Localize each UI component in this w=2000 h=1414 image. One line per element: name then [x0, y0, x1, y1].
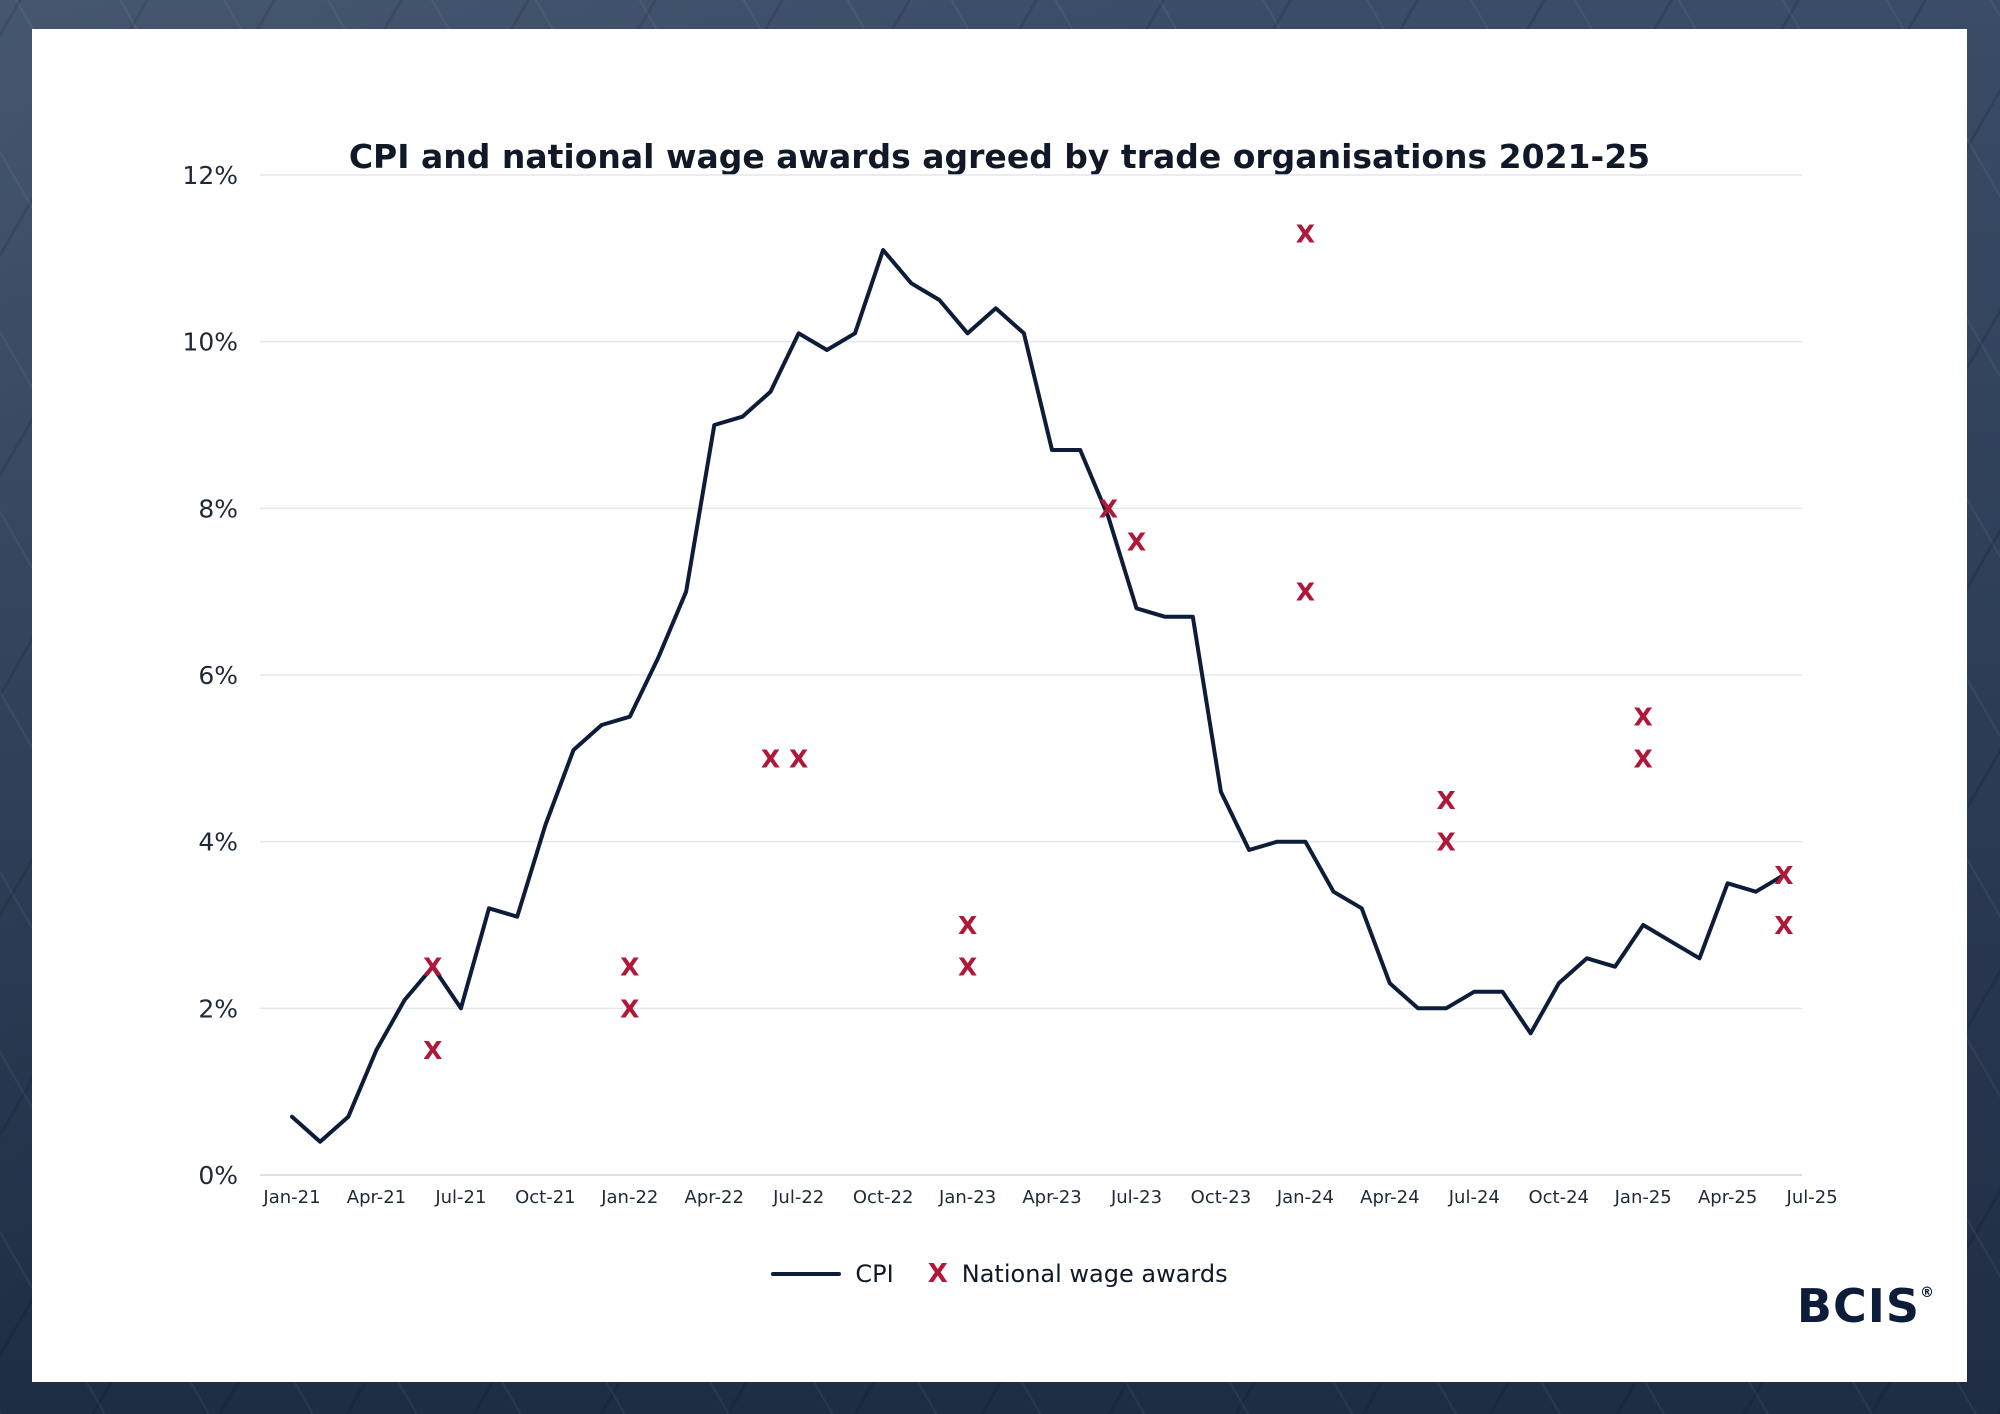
x-tick-label: Oct-22 — [853, 1187, 914, 1208]
wage-award-marker: X — [789, 744, 808, 773]
x-tick-label: Jul-25 — [1786, 1187, 1838, 1208]
wage-award-marker: X — [958, 911, 977, 940]
x-tick-label: Jul-24 — [1448, 1187, 1500, 1208]
x-tick-label: Jan-22 — [600, 1187, 658, 1208]
legend-line-swatch — [771, 1272, 842, 1276]
wage-award-marker: X — [1634, 703, 1653, 732]
wage-award-marker: X — [620, 994, 639, 1023]
legend-label-wage-awards: National wage awards — [961, 1260, 1228, 1288]
legend: CPI X National wage awards — [32, 1259, 1967, 1289]
x-tick-label: Apr-22 — [685, 1187, 744, 1208]
legend-item-wage-awards: X National wage awards — [928, 1259, 1228, 1289]
x-tick-label: Oct-24 — [1528, 1187, 1589, 1208]
y-axis-ticks: 0% 2% 4% 6% 8% 10% 12% — [182, 161, 238, 1190]
y-tick-label: 10% — [182, 328, 238, 357]
legend-item-cpi: CPI — [771, 1260, 894, 1288]
x-tick-label: Oct-23 — [1191, 1187, 1252, 1208]
x-tick-label: Apr-21 — [347, 1187, 406, 1208]
chart-card: CPI and national wage awards agreed by t… — [32, 29, 1967, 1382]
wage-award-marker: X — [1774, 911, 1793, 940]
bcis-logo: BCIS® — [1797, 1279, 1935, 1333]
wage-award-marker: X — [958, 953, 977, 982]
cpi-line — [290, 248, 1786, 1144]
logo-text: BCIS — [1796, 1279, 1920, 1333]
wage-award-marker: X — [620, 953, 639, 982]
y-tick-label: 4% — [198, 828, 238, 857]
wage-award-marker: X — [1634, 744, 1653, 773]
x-tick-label: Jul-23 — [1110, 1187, 1162, 1208]
x-axis-ticks: Jan-21 Apr-21 Jul-21 Oct-21 Jan-22 Apr-22 Jul-… — [262, 1187, 1837, 1208]
registered-mark: ® — [1920, 1285, 1935, 1301]
wage-award-marker: X — [1774, 861, 1793, 890]
y-tick-label: 0% — [198, 1161, 238, 1190]
x-tick-label: Apr-23 — [1022, 1187, 1081, 1208]
x-tick-label: Apr-25 — [1698, 1187, 1757, 1208]
x-tick-label: Apr-24 — [1360, 1187, 1419, 1208]
y-tick-label: 2% — [198, 994, 238, 1023]
x-tick-label: Jan-23 — [938, 1187, 996, 1208]
legend-label-cpi: CPI — [855, 1260, 894, 1288]
chart-plot: 0% 2% 4% 6% 8% 10% 12% Jan-21 Apr-21 Jul-21 Oct-2… — [182, 161, 1837, 1208]
wage-award-marker: X — [423, 1036, 442, 1065]
legend-x-marker: X — [927, 1259, 948, 1289]
wage-award-marker: X — [1099, 494, 1118, 523]
y-tick-label: 6% — [198, 661, 238, 690]
y-tick-label: 8% — [198, 494, 238, 523]
x-tick-label: Jul-21 — [434, 1187, 486, 1208]
x-tick-label: Jul-22 — [772, 1187, 824, 1208]
x-tick-label: Jan-25 — [1614, 1187, 1672, 1208]
wage-award-marker: X — [1296, 219, 1315, 248]
x-tick-label: Jan-24 — [1276, 1187, 1334, 1208]
wage-award-marker: X — [1437, 828, 1456, 857]
chart-title: CPI and national wage awards agreed by t… — [348, 137, 1651, 176]
y-tick-label: 12% — [182, 161, 238, 190]
x-tick-label: Oct-21 — [515, 1187, 576, 1208]
cpi-series — [290, 248, 1786, 1144]
wage-award-marker: X — [1127, 528, 1146, 557]
grid-lines — [260, 174, 1802, 1176]
wage-award-marker: X — [1437, 786, 1456, 815]
x-tick-label: Jan-21 — [262, 1187, 320, 1208]
wage-award-marker: X — [761, 744, 780, 773]
wage-award-marker: X — [1296, 578, 1315, 607]
wage-award-marker: X — [423, 953, 442, 982]
